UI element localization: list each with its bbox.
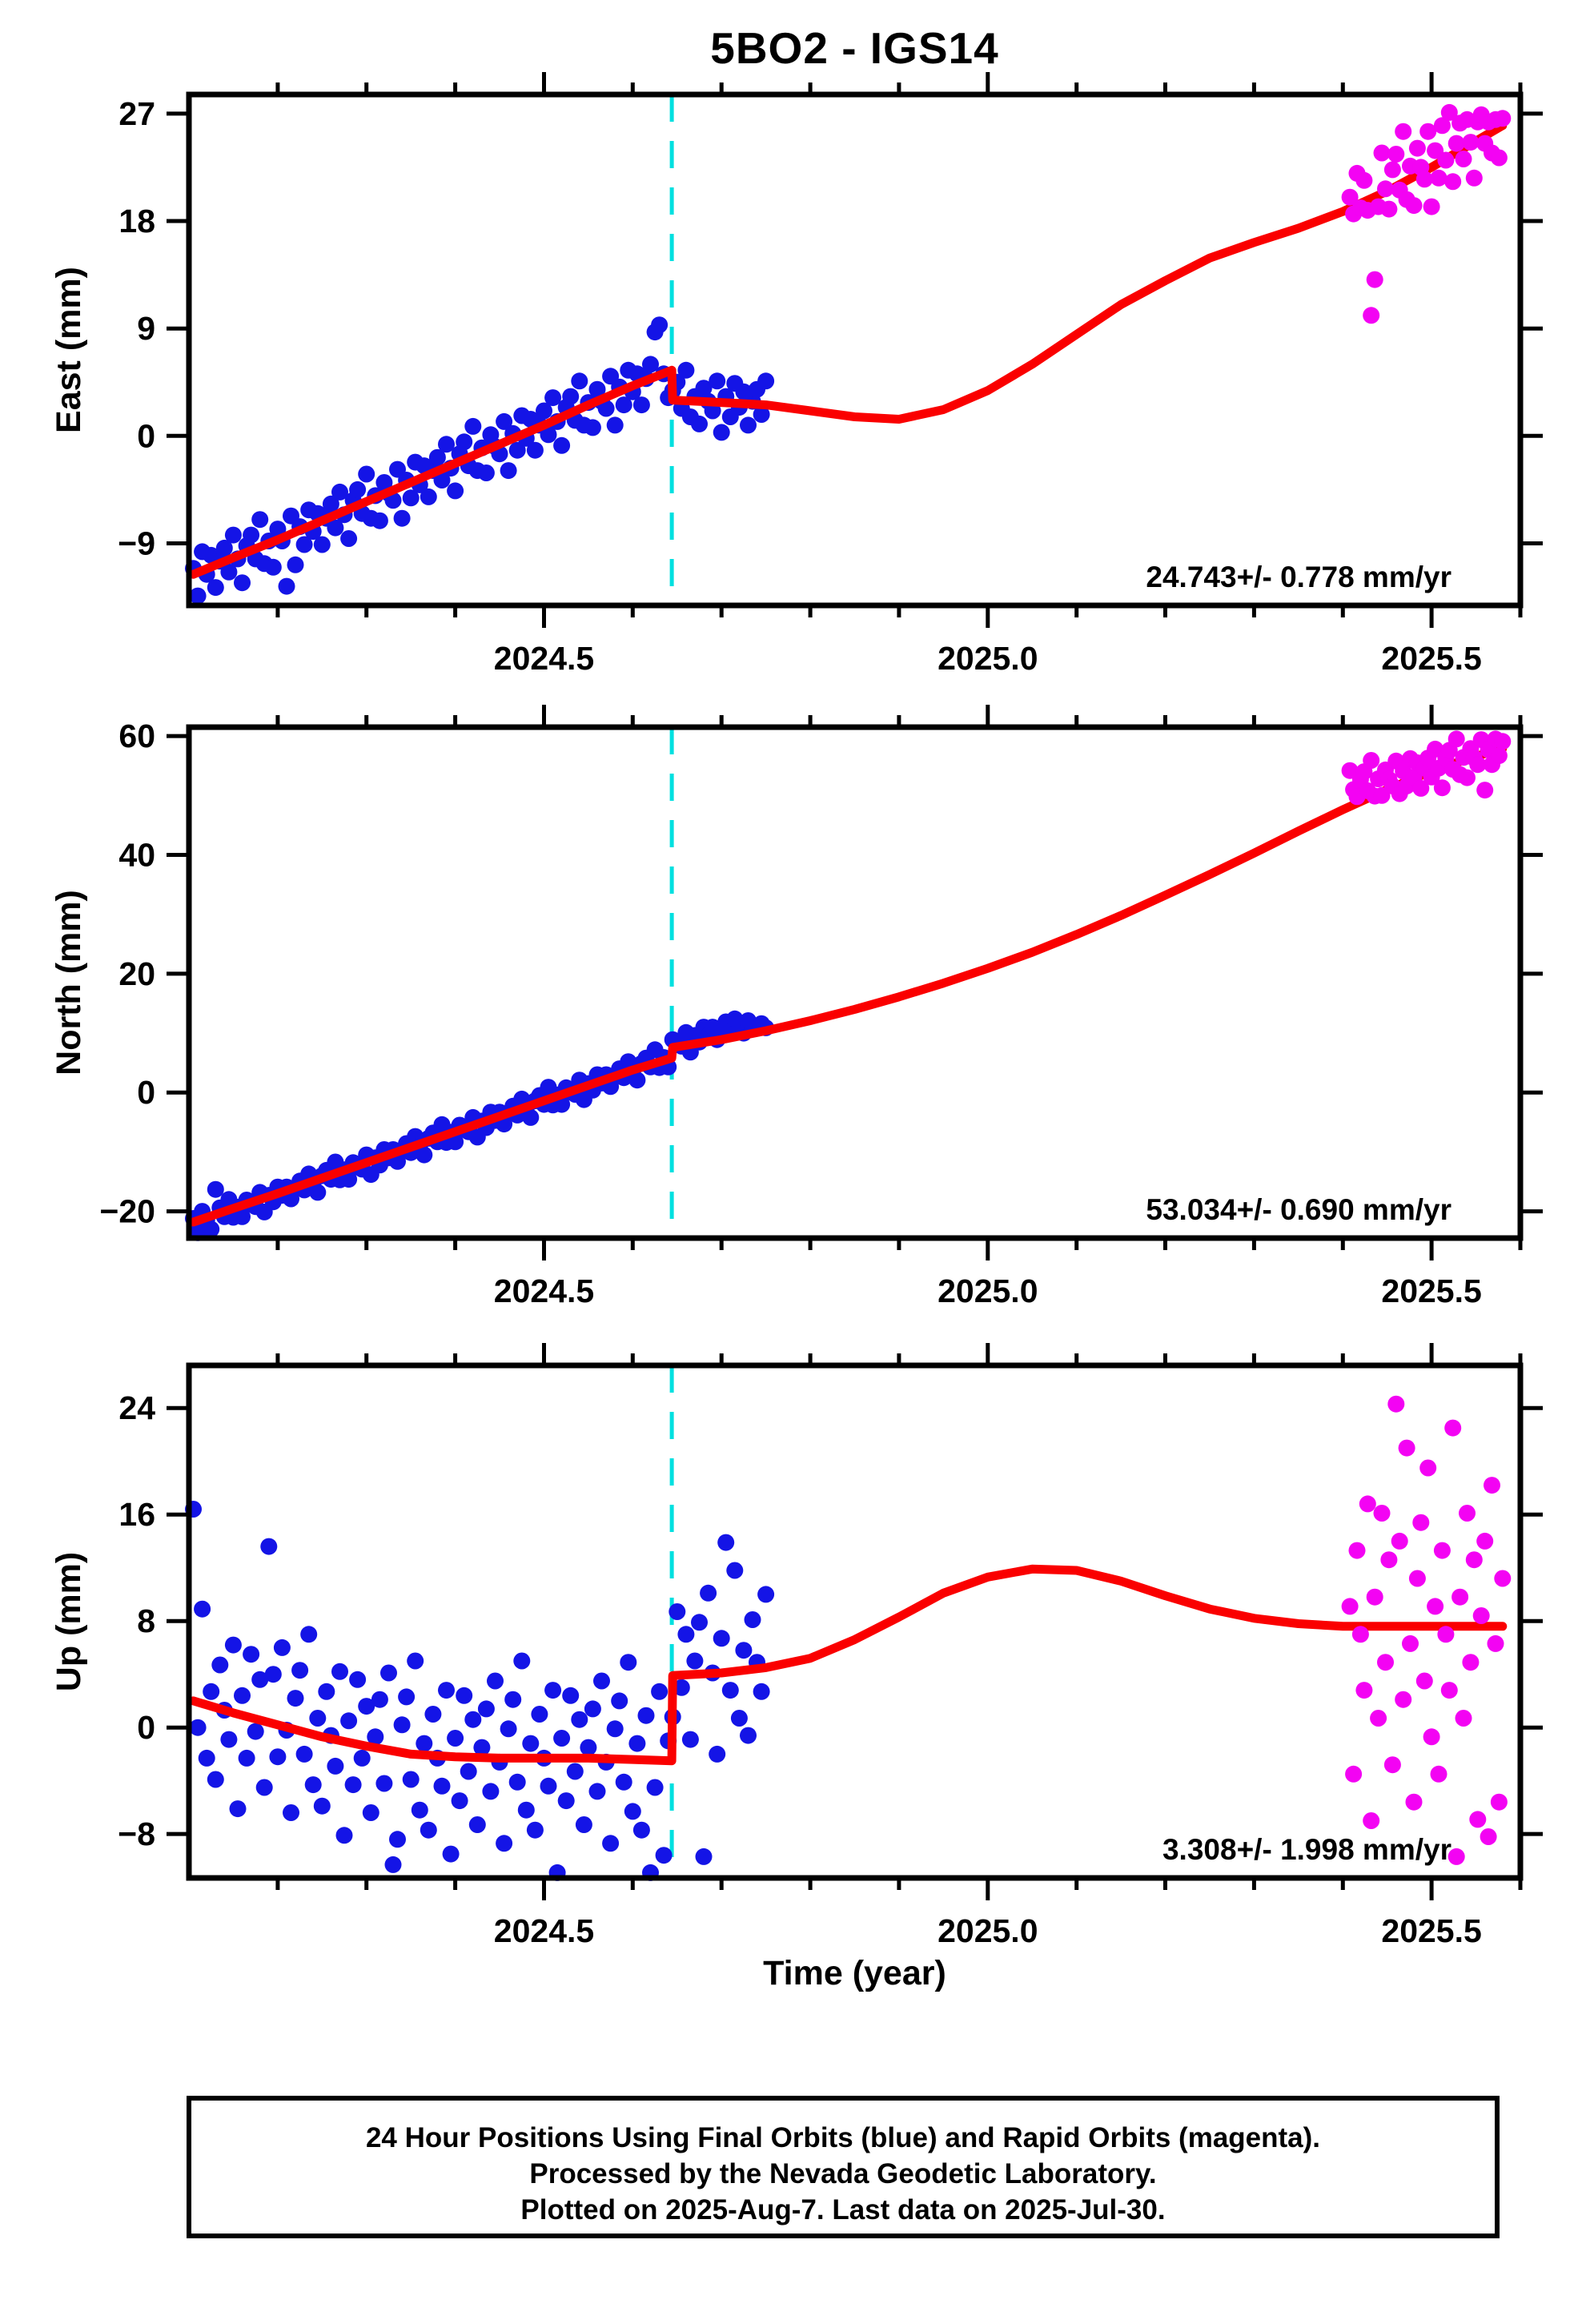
- footer-line-plotted: Plotted on 2025-Aug-7. Last data on 2025…: [520, 2194, 1166, 2225]
- east-plot-canvas: 2024.5 2025.0 2025.5 27 18 9 0 −9: [118, 72, 1543, 677]
- svg-text:16: 16: [118, 1496, 155, 1533]
- svg-text:8: 8: [137, 1602, 155, 1639]
- svg-text:2025.5: 2025.5: [1381, 1912, 1481, 1949]
- svg-text:40: 40: [118, 837, 155, 874]
- north-plot-canvas: 2024.5 2025.0 2025.5 60 40 20 0 −20: [99, 705, 1543, 1309]
- up-plot-canvas: 2024.5 2025.0 2025.5 24 16 8 0 −8: [118, 1343, 1543, 1949]
- svg-text:2025.0: 2025.0: [938, 1912, 1038, 1949]
- up-rate-annotation: 3.308+/- 1.998 mm/yr: [1162, 1833, 1452, 1866]
- up-chart: Up (mm) 2024.5 2025.0 2025.5 24 16 8 0 −8 3.308…: [50, 1343, 1543, 1949]
- svg-text:2025.0: 2025.0: [938, 640, 1038, 677]
- east-chart: East (mm) 2024.5 2025.0 2025.5 27 18 9 0 −9 24.…: [50, 72, 1543, 677]
- svg-text:24: 24: [118, 1389, 155, 1426]
- north-chart: North (mm) 2024.5 2025.0 2025.5 60 40 20 0 −20 …: [50, 705, 1543, 1309]
- svg-text:0: 0: [137, 1709, 155, 1746]
- svg-text:0: 0: [137, 417, 155, 454]
- svg-text:18: 18: [118, 203, 155, 239]
- east-rate-annotation: 24.743+/- 0.778 mm/yr: [1146, 561, 1452, 593]
- svg-text:20: 20: [118, 955, 155, 992]
- footer-line-orbits: 24 Hour Positions Using Final Orbits (bl…: [365, 2122, 1321, 2153]
- svg-text:−20: −20: [99, 1193, 155, 1230]
- svg-text:2025.5: 2025.5: [1381, 640, 1481, 677]
- svg-text:2024.5: 2024.5: [494, 640, 594, 677]
- page-title: 5BO2 - IGS14: [710, 23, 999, 73]
- svg-text:2025.0: 2025.0: [938, 1273, 1038, 1309]
- svg-text:−9: −9: [118, 525, 155, 562]
- svg-text:9: 9: [137, 310, 155, 347]
- footer-box: 24 Hour Positions Using Final Orbits (bl…: [187, 2096, 1500, 2238]
- svg-text:60: 60: [118, 718, 155, 754]
- svg-text:2025.5: 2025.5: [1381, 1273, 1481, 1309]
- time-axis-label: Time (year): [763, 1954, 946, 1992]
- svg-text:0: 0: [137, 1074, 155, 1111]
- svg-text:2024.5: 2024.5: [494, 1912, 594, 1949]
- north-rate-annotation: 53.034+/- 0.690 mm/yr: [1146, 1193, 1452, 1226]
- footer-line-processed: Processed by the Nevada Geodetic Laborat…: [529, 2158, 1157, 2189]
- svg-text:2024.5: 2024.5: [494, 1273, 594, 1309]
- svg-text:27: 27: [118, 95, 155, 132]
- svg-text:−8: −8: [118, 1815, 155, 1852]
